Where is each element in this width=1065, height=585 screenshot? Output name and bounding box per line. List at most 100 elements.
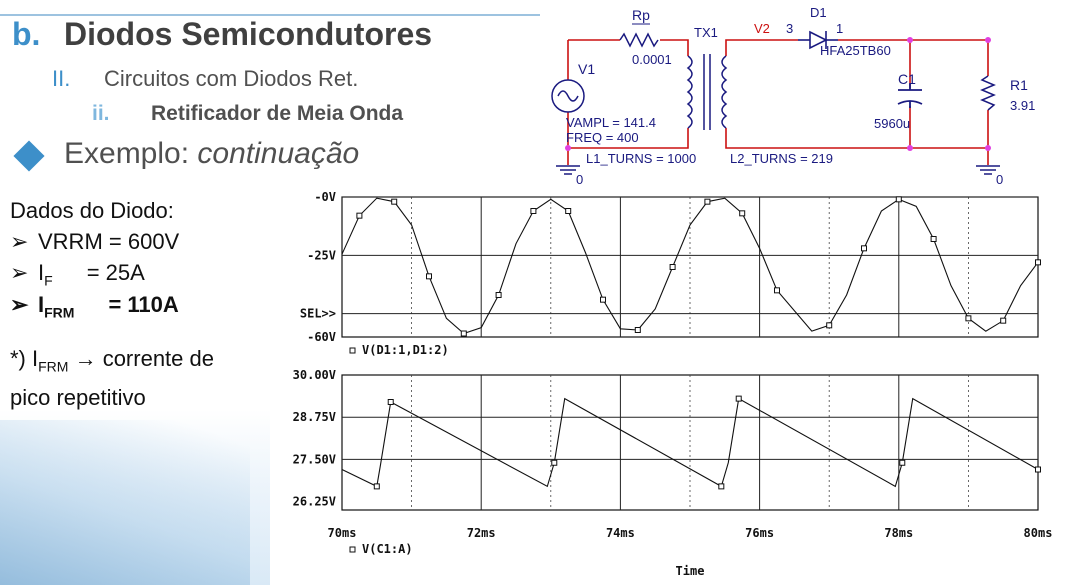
ground-icon — [976, 165, 1000, 175]
spec-if-value: = 25A — [86, 260, 145, 285]
x-tick-label: 74ms — [606, 526, 635, 540]
x-tick-label: 78ms — [884, 526, 913, 540]
data-point-marker — [565, 208, 572, 214]
diode-pin1: 1 — [836, 21, 843, 36]
rp-name: Rp — [632, 7, 650, 23]
v1-name: V1 — [578, 61, 595, 77]
arrow-bullet-icon: ➢ — [10, 292, 29, 317]
tx-name: TX1 — [694, 25, 718, 40]
arrow-bullet-icon: ➢ — [10, 260, 29, 285]
title-letter: b. — [12, 16, 41, 52]
d1-model: HFA25TB60 — [820, 43, 891, 58]
subsection-numeral: II. — [52, 66, 71, 91]
data-point-marker — [965, 315, 972, 322]
spec-vrrm: ➢ VRRM = 600V — [10, 229, 179, 255]
data-point-marker — [1035, 259, 1041, 266]
plot2-grid — [342, 375, 1038, 510]
arrow-right-icon: → — [74, 346, 97, 371]
plot-labels: -0V -25V -60V SEL>> 30.00V 28.75V 27.50V 26.25V… — [293, 190, 1053, 578]
data-point-marker — [930, 236, 937, 242]
ac-source-icon — [551, 79, 585, 113]
diode-icon — [798, 30, 838, 50]
data-point-marker — [899, 459, 906, 466]
waveform-plots: -0V -25V -60V SEL>> 30.00V 28.75V 27.50V 26.25V… — [270, 185, 1065, 585]
spec-ifrm-value: = 110A — [108, 292, 179, 317]
legend-diode-voltage: V(D1:1,D1:2) — [362, 343, 449, 357]
x-tick-label: 70ms — [328, 526, 357, 540]
data-point-marker — [739, 210, 746, 217]
sel-marker-label: SEL>> — [300, 307, 336, 321]
data-point-marker — [861, 245, 867, 252]
data-point-marker — [356, 212, 363, 219]
circuit-schematic: Rp 0.0001 TX1 V2 3 D1 1 HFA25TB60 V1 VAM… — [551, 5, 1035, 185]
spec-vrrm-text: VRRM = 600V — [38, 229, 180, 254]
example-prefix: Exemplo: — [64, 137, 198, 170]
footnote-sub: FRM — [38, 358, 69, 375]
plot1-grid — [342, 196, 1038, 337]
data-point-marker — [634, 327, 641, 333]
footnote: *) IFRM → corrente de pico repetitivo — [10, 343, 250, 414]
d1-name: D1 — [810, 5, 827, 20]
y-tick-label: 28.75V — [293, 410, 336, 424]
data-point-marker — [895, 196, 902, 203]
data-point-marker — [495, 292, 502, 298]
data-point-marker — [1035, 466, 1041, 473]
x-tick-label: 76ms — [745, 526, 774, 540]
series-line-capacitor-voltage — [341, 397, 1039, 488]
data-point-marker — [426, 273, 432, 280]
v2-label: V2 — [754, 21, 770, 36]
data-point-marker — [460, 330, 467, 337]
data-point-marker — [735, 395, 742, 402]
ground-label: 0 — [576, 172, 583, 185]
data-point-marker — [718, 483, 725, 490]
data-point-marker — [373, 483, 380, 490]
x-axis-label: Time — [676, 564, 705, 578]
title-rule — [0, 14, 540, 16]
arrow-bullet-icon: ➢ — [10, 229, 29, 254]
y-tick-label: 30.00V — [293, 368, 336, 382]
capacitor-icon — [897, 84, 923, 108]
footnote-line2: pico repetitivo — [10, 385, 146, 411]
example-heading: Exemplo: continuação — [64, 137, 359, 171]
v1-vampl: VAMPL = 141.4 — [566, 115, 656, 130]
footnote-line1: corrente de — [96, 346, 214, 371]
ground-icon — [556, 165, 580, 175]
slide-title: Diodos Semicondutores — [64, 16, 433, 52]
rp-value: 0.0001 — [632, 52, 672, 67]
spec-ifrm-label: I — [38, 292, 45, 317]
x-tick-label: 72ms — [467, 526, 496, 540]
x-tick-label: 80ms — [1024, 526, 1053, 540]
data-point-marker — [774, 287, 780, 294]
subsubsection-title: Retificador de Meia Onda — [151, 102, 404, 125]
data-point-marker — [669, 264, 676, 270]
y-tick-label: -60V — [307, 330, 336, 344]
example-italic: continuação — [197, 137, 360, 170]
data-point-marker — [391, 198, 398, 205]
spec-if-label: I — [38, 260, 45, 285]
data-point-marker — [826, 322, 833, 329]
r1-name: R1 — [1010, 77, 1028, 93]
subsection-title: Circuitos com Diodos Ret. — [104, 66, 359, 91]
diode-pin3: 3 — [786, 21, 793, 36]
y-tick-label: -0V — [314, 190, 336, 204]
r1-value: 3.91 — [1010, 98, 1035, 113]
data-point-marker — [387, 399, 394, 405]
legend-marker-icon — [349, 347, 356, 354]
y-tick-label: 26.25V — [293, 495, 336, 509]
spec-if: ➢ IF = 25A — [10, 260, 145, 288]
y-tick-label: 27.50V — [293, 452, 336, 466]
transformer-icon — [686, 54, 728, 130]
data-point-marker — [1000, 317, 1007, 324]
c1-name: C1 — [898, 71, 916, 87]
series-line-diode-voltage — [341, 197, 1039, 335]
spec-ifrm-sub: FRM — [44, 304, 75, 321]
plot1-series — [341, 196, 1041, 337]
subsubsection-numeral: ii. — [92, 102, 110, 125]
data-point-marker — [704, 198, 711, 205]
resistor-r1-icon — [980, 75, 996, 111]
l1-turns: L1_TURNS = 1000 — [586, 151, 696, 166]
plot2-series — [341, 395, 1041, 490]
v1-freq: FREQ = 400 — [566, 130, 639, 145]
slide-decoration — [0, 420, 250, 585]
c1-value: 5960u — [874, 116, 910, 131]
